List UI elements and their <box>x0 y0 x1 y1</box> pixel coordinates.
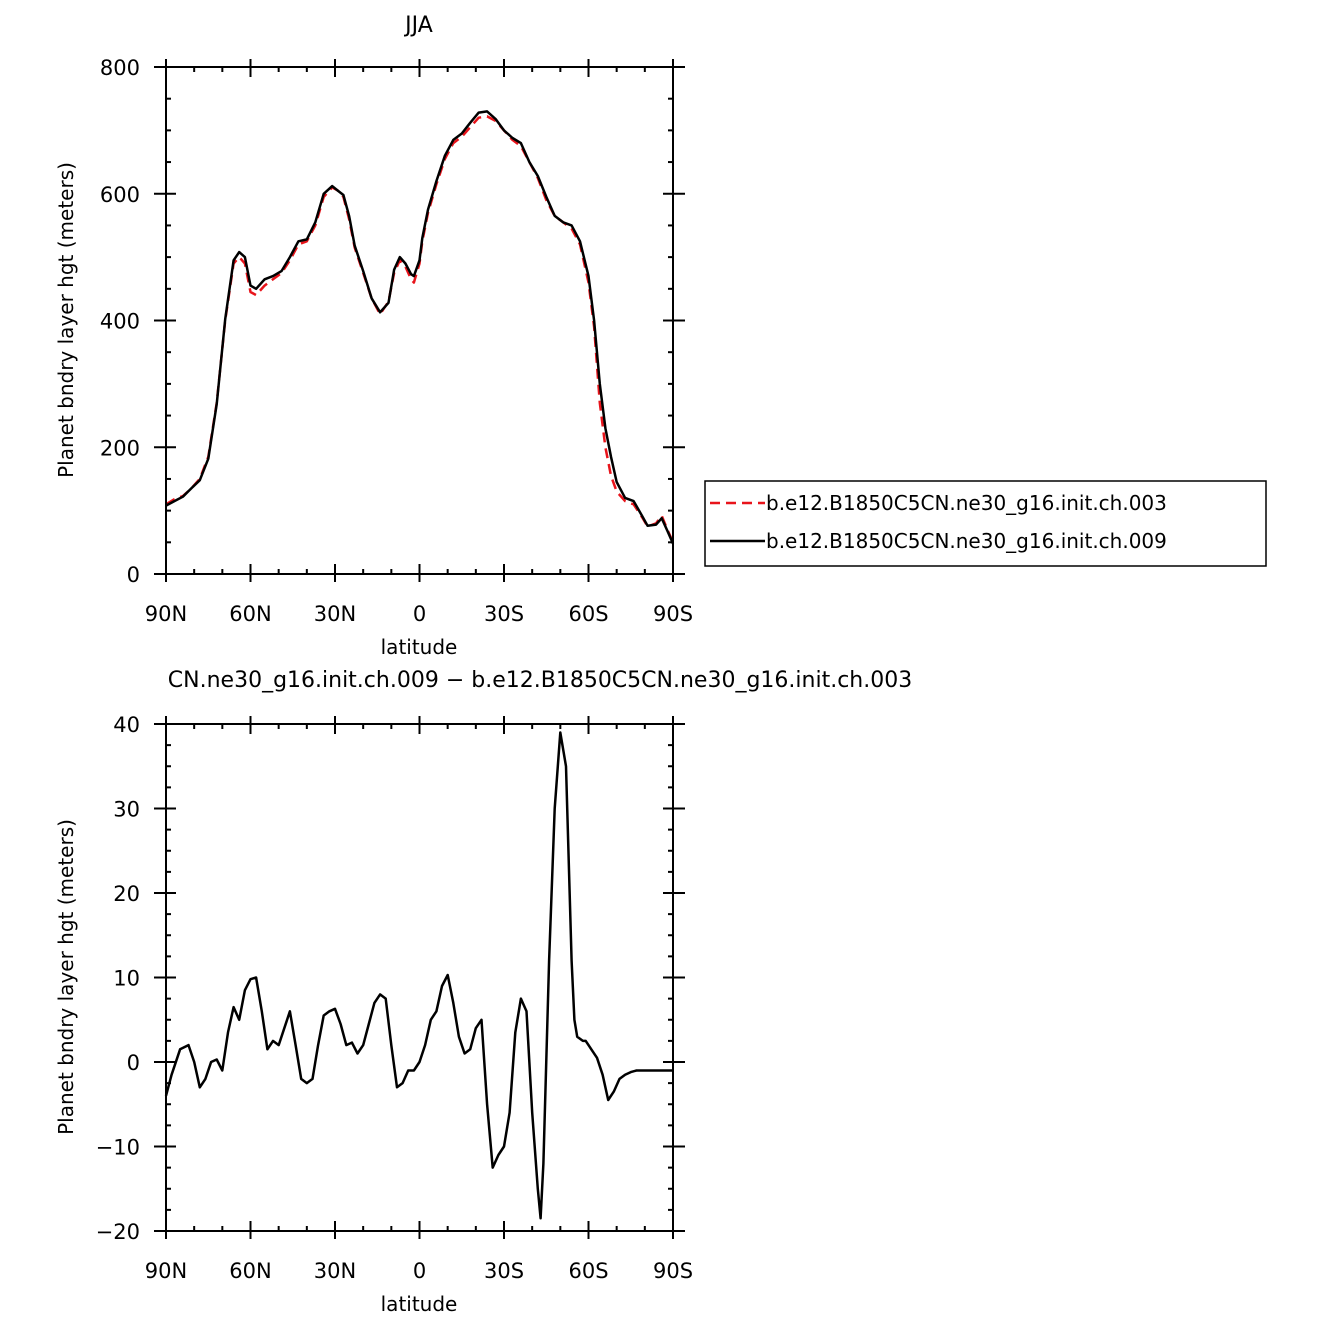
bottom-chart-y-tick-label: 10 <box>113 967 140 991</box>
top-chart-x-tick-label: 30N <box>314 602 356 626</box>
top-chart-y-axis-label: Planet bndry layer hgt (meters) <box>54 162 78 478</box>
bottom-chart-x-tick-label: 30S <box>484 1259 524 1283</box>
bottom-chart-y-tick-label: 20 <box>113 882 140 906</box>
bottom-chart-y-tick-label: 40 <box>113 713 140 737</box>
top-chart-x-tick-label: 90N <box>145 602 187 626</box>
bottom-chart-y-tick-label: 30 <box>113 798 140 822</box>
top-chart-x-axis-label: latitude <box>381 635 458 659</box>
top-chart-series-group <box>165 110 675 545</box>
top-chart-y-tick-label: 800 <box>100 56 140 80</box>
bottom-chart-panel: CN.ne30_g16.init.ch.009 − b.e12.B1850C5C… <box>54 668 912 1316</box>
bottom-chart-ticks: 90N 60N 30N 0 30S 60S 90S −20 −10 0 10 20 30 40 <box>96 713 693 1283</box>
top-chart-series-line-2 <box>165 110 675 545</box>
bottom-chart-x-tick-label: 90S <box>653 1259 693 1283</box>
bottom-chart-y-tick-label: 0 <box>127 1051 140 1075</box>
bottom-chart-series-group <box>164 731 673 1220</box>
bottom-chart-x-tick-label: 30N <box>314 1259 356 1283</box>
top-chart-x-tick-label: 90S <box>653 602 693 626</box>
bottom-chart-x-axis-label: latitude <box>381 1292 458 1316</box>
top-chart-plot-frame <box>165 66 674 575</box>
top-chart-panel: JJA 90N 60N 30N 0 30S 60S 90S 0 200 400 600 800 lat… <box>54 13 693 659</box>
top-chart-ticks: 90N 60N 30N 0 30S 60S 90S 0 200 400 600 800 <box>100 56 693 626</box>
top-chart-y-tick-label: 400 <box>100 310 140 334</box>
bottom-chart-series-line-1 <box>164 731 673 1220</box>
top-chart-y-tick-label: 200 <box>100 436 140 460</box>
bottom-chart-plot-frame <box>165 723 674 1232</box>
top-chart-x-tick-label: 30S <box>484 602 524 626</box>
bottom-chart-y-axis-label: Planet bndry layer hgt (meters) <box>54 819 78 1135</box>
legend-box <box>704 480 1267 567</box>
top-chart-y-tick-label: 0 <box>127 563 140 587</box>
top-chart-title: JJA <box>403 13 433 38</box>
top-chart-x-tick-label: 60N <box>229 602 271 626</box>
bottom-chart-title: CN.ne30_g16.init.ch.009 − b.e12.B1850C5C… <box>168 668 912 693</box>
top-chart-x-tick-label: 60S <box>568 602 608 626</box>
bottom-chart-x-tick-label: 60S <box>568 1259 608 1283</box>
top-chart-series-line-1 <box>165 115 675 543</box>
top-chart-x-tick-label: 0 <box>413 602 426 626</box>
bottom-chart-x-tick-label: 90N <box>145 1259 187 1283</box>
legend-label-series-1: b.e12.B1850C5CN.ne30_g16.init.ch.003 <box>766 491 1167 515</box>
legend-label-series-2: b.e12.B1850C5CN.ne30_g16.init.ch.009 <box>766 529 1167 553</box>
legend: b.e12.B1850C5CN.ne30_g16.init.ch.003 b.e… <box>704 480 1267 567</box>
top-chart-y-tick-label: 600 <box>100 183 140 207</box>
bottom-chart-y-tick-label: −10 <box>96 1136 140 1160</box>
bottom-chart-y-tick-label: −20 <box>96 1220 140 1244</box>
bottom-chart-x-tick-label: 0 <box>413 1259 426 1283</box>
bottom-chart-x-tick-label: 60N <box>229 1259 271 1283</box>
